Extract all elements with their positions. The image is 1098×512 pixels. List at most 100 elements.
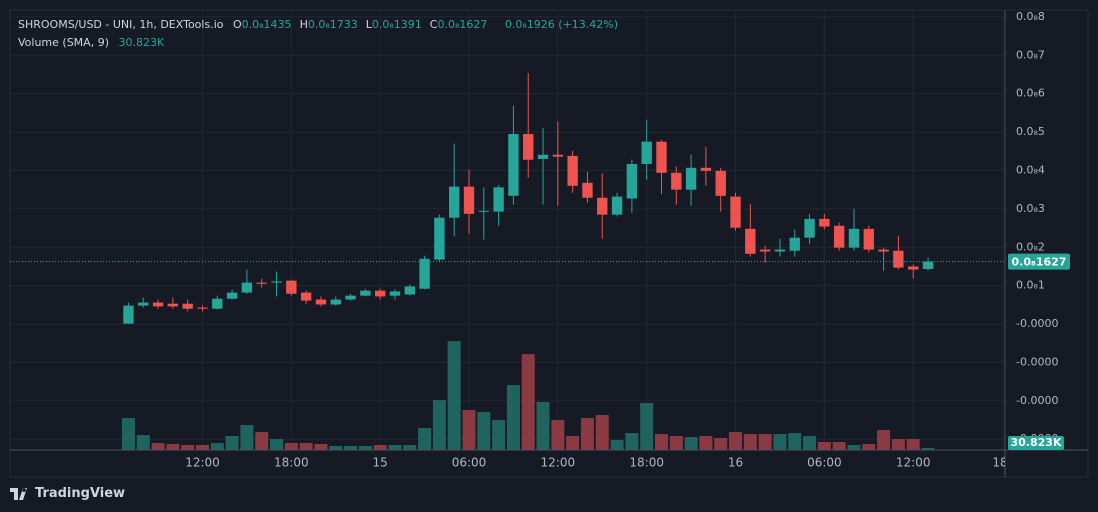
volume-bar	[536, 402, 550, 450]
candle-body	[567, 155, 578, 186]
x-tick-label: 12:00	[541, 456, 576, 470]
last-price-label: 0.0₈1627	[1012, 256, 1067, 269]
candle-body	[330, 299, 341, 305]
candle-body	[374, 290, 386, 297]
ohlc-label: H	[299, 18, 308, 31]
candle-body	[123, 305, 134, 324]
volume-bar	[743, 434, 757, 450]
volume-bar	[847, 445, 861, 450]
candle-body	[774, 249, 786, 252]
volume-bar	[225, 436, 239, 450]
volume-bar	[877, 430, 891, 450]
candle-body	[434, 217, 445, 260]
axis-tags: 0.0₈1627 30.823K	[1008, 253, 1070, 450]
volume-title: Volume (SMA, 9)	[18, 36, 109, 49]
brand-name: TradingView	[35, 486, 126, 501]
volume-bar	[566, 436, 580, 450]
volume-bar	[669, 436, 683, 450]
volume-bar	[595, 415, 609, 450]
candle-body	[449, 186, 460, 218]
volume-tag	[1008, 436, 1064, 450]
volume-bar	[418, 428, 432, 450]
volume-bar	[654, 434, 669, 450]
volume-bar	[358, 446, 372, 450]
x-tick-label: 16	[728, 456, 743, 470]
volume-bar	[403, 445, 417, 450]
x-tick-label: 18:00	[274, 456, 309, 470]
candle-body	[700, 167, 712, 171]
candle-body	[641, 141, 652, 164]
candle-body	[715, 170, 726, 196]
candle-body	[789, 237, 800, 251]
candle-body	[685, 167, 697, 190]
candle-body	[345, 295, 356, 300]
volume-bar	[151, 443, 165, 450]
candle-body	[656, 141, 667, 173]
candle-body	[286, 280, 297, 294]
candle-body	[419, 258, 430, 289]
volume-bar	[210, 443, 224, 450]
candle-body	[463, 186, 475, 214]
x-tick-label: 12:00	[896, 456, 931, 470]
ohlc: O0.0₈1435 H0.0₈1733 L0.0₈1391 C0.0₈1627	[233, 18, 495, 31]
brand: TradingView	[10, 486, 125, 501]
candle-body	[745, 228, 756, 254]
candle-body	[138, 302, 149, 306]
x-tick-label: 15	[373, 456, 388, 470]
price-axis: 0.0₈8 0.0₈7 0.0₈6 0.0₈5 0.0₈4 0.0₈3 0.0₈2 0.0₈1…	[1016, 10, 1058, 445]
volume-bar	[388, 445, 402, 450]
volume-sma: 30.823K	[118, 36, 165, 49]
candle-body	[908, 266, 919, 270]
candle-body	[404, 286, 415, 295]
candle-body	[271, 281, 282, 283]
candle-body	[300, 292, 312, 301]
ohlc-value: 0.0₈1391	[371, 18, 422, 31]
y-tick-label: 0.0₈5	[1016, 125, 1045, 138]
volume-bar	[166, 444, 180, 450]
candle-body	[523, 134, 534, 160]
volume-bar	[240, 425, 254, 450]
y-tick-label: 0.0₈1	[1016, 279, 1045, 292]
volume-bar	[551, 420, 565, 450]
volume-bar	[299, 443, 313, 450]
candle-body	[508, 134, 519, 196]
x-tick-label: 06:00	[807, 456, 842, 470]
x-tick-label: 18:	[992, 456, 1011, 470]
candle-body	[315, 299, 327, 305]
candle-body	[537, 154, 549, 159]
candle-body	[671, 172, 682, 190]
candle-body	[922, 261, 934, 269]
volume-bar	[625, 433, 639, 450]
volume-bar	[521, 354, 535, 450]
candle-body	[582, 182, 593, 198]
volume-bar	[714, 438, 728, 450]
candle-body	[197, 307, 208, 309]
time-axis: 12:00 18:00 15 06:00 12:00 18:00 16 06:00 12:00 1…	[185, 456, 1011, 470]
volume-bar	[921, 448, 935, 450]
candle-body	[730, 196, 741, 228]
volume-bar	[314, 444, 328, 450]
chart-frame	[9, 9, 1089, 478]
ohlc-label: C	[429, 18, 438, 31]
legend: SHROOMS/USD - UNI, 1h, DEXTools.io O0.0₈…	[18, 16, 626, 52]
y-tick-label: 0.0₈4	[1016, 163, 1045, 176]
y-tick-label: 0.0₈3	[1016, 202, 1045, 215]
candle-body	[597, 197, 608, 215]
y-tick-label: -0.0000	[1016, 317, 1058, 330]
candle-body	[848, 228, 860, 248]
candle-body	[360, 290, 371, 296]
x-tick-label: 18:00	[629, 456, 664, 470]
volume-bar	[580, 418, 594, 450]
legend-row: SHROOMS/USD - UNI, 1h, DEXTools.io O0.0₈…	[18, 16, 626, 34]
volume-bar	[329, 446, 343, 450]
x-tick-label: 06:00	[452, 456, 487, 470]
volume-bar	[862, 444, 876, 450]
volume-bar	[684, 437, 698, 450]
candle-body	[759, 249, 771, 252]
legend-title: SHROOMS/USD - UNI, 1h, DEXTools.io	[18, 18, 224, 31]
candle-body	[611, 196, 623, 215]
last-price-tag	[1008, 253, 1070, 270]
volume-bar	[181, 445, 195, 450]
